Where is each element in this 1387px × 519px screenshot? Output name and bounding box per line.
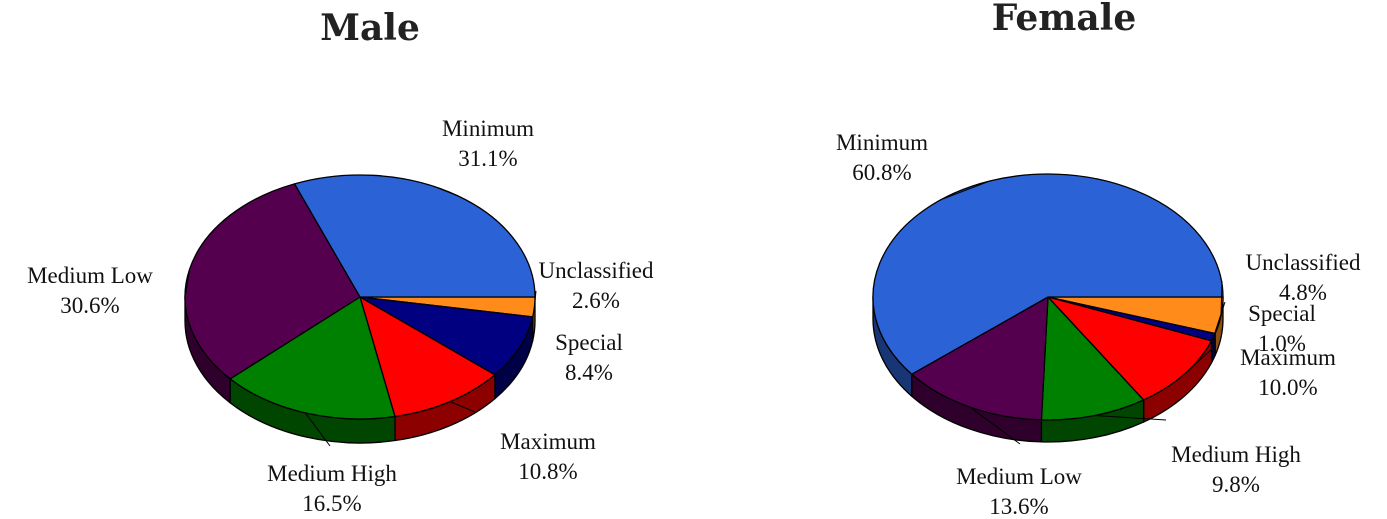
female-pie-chart: Female Unclassified 4.8%Special 1.0%Maximu…: [836, 0, 1361, 519]
pie-sides: [872, 296, 1224, 443]
slice-value-minimum: 31.1%: [458, 146, 517, 171]
pie-slices: [872, 173, 1224, 421]
leader-line-medium-low: [969, 406, 1021, 445]
male-pie-chart: Male Unclassified 2.6% Special 8.4% Maximum 1…: [27, 7, 654, 516]
slice-value-medium-high: 9.8%: [1212, 472, 1260, 497]
pie-slices: [184, 174, 536, 420]
slice-label-medium-low: Medium Low: [956, 464, 1082, 489]
leader-line-unclassified: [1220, 280, 1223, 316]
leader-line-unclassified: [533, 290, 537, 308]
leader-line-medium-high: [1094, 415, 1167, 421]
slice-value-maximum: 10.0%: [1258, 375, 1317, 400]
slice-label-minimum: Minimum: [836, 130, 928, 155]
slice-medium-low: [911, 296, 1049, 421]
slice-label-special: Special: [1248, 301, 1316, 326]
leader-line-minimum: [432, 185, 459, 197]
slice-label-unclassified: Unclassified: [1246, 250, 1361, 275]
slice-value-unclassified: 2.6%: [572, 288, 620, 313]
slice-label-medium-low: Medium Low: [27, 263, 153, 288]
chart-title-female: Female: [992, 0, 1137, 39]
slice-medium-high: [229, 296, 396, 420]
slice-value-unclassified: 4.8%: [1279, 280, 1327, 305]
slice-value-maximum: 10.8%: [518, 459, 577, 484]
slice-label-medium-high: Medium High: [1171, 442, 1301, 467]
slice-special: [359, 296, 534, 376]
slice-value-special: 8.4%: [565, 360, 613, 385]
slice-label-maximum: Maximum: [1240, 345, 1336, 370]
slice-value-minimum: 60.8%: [852, 160, 911, 185]
leader-line-minimum: [939, 180, 990, 201]
slice-label-unclassified: Unclassified: [539, 258, 654, 283]
slice-label-medium-high: Medium High: [267, 461, 397, 486]
slice-value-medium-low: 30.6%: [60, 293, 119, 318]
slice-medium-high: [1040, 296, 1145, 421]
slice-minimum: [872, 173, 1224, 375]
leader-line-maximum: [449, 401, 476, 413]
leader-line-special: [518, 344, 524, 348]
pie-labels: Unclassified 4.8%Special 1.0%Maximum 10.0% M…: [836, 130, 1361, 519]
slice-value-medium-low: 13.6%: [989, 494, 1048, 519]
slice-maximum: [359, 296, 496, 418]
slice-label-maximum: Maximum: [500, 429, 596, 454]
leader-line-special: [1212, 301, 1226, 338]
chart-title-male: Male: [320, 7, 420, 49]
leader-line-medium-low: [185, 269, 190, 294]
slice-label-minimum: Minimum: [442, 116, 534, 141]
pie-labels: Unclassified 2.6% Special 8.4% Maximum 10.8% M…: [27, 116, 654, 516]
slice-value-medium-high: 16.5%: [302, 491, 361, 516]
slice-value-special: 1.0%: [1258, 331, 1306, 356]
leader-line-medium-high: [304, 412, 331, 447]
leader-line-maximum: [1183, 348, 1213, 375]
slice-label-special: Special: [555, 330, 623, 355]
